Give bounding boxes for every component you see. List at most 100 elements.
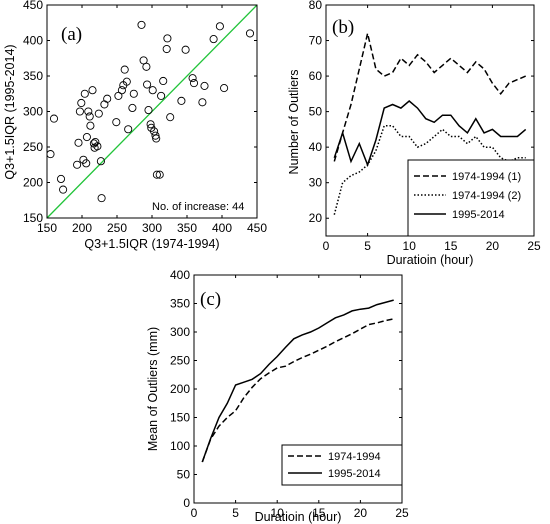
scatter-point bbox=[148, 86, 157, 95]
legend-c: 1974-1994 1995-2014 bbox=[281, 444, 403, 486]
x-tick-label-a: 250 bbox=[107, 221, 127, 235]
scatter-point bbox=[177, 96, 186, 105]
y-tick-label-c: 150 bbox=[170, 411, 190, 425]
scatter-point bbox=[181, 45, 190, 54]
scatter-point bbox=[59, 185, 68, 194]
panel-label-c: (c) bbox=[200, 289, 221, 310]
y-tick-label-b: 60 bbox=[309, 69, 323, 83]
y-tick-label-a: 150 bbox=[23, 211, 43, 225]
scatter-point bbox=[88, 86, 97, 95]
x-tick-label-c: 25 bbox=[395, 506, 409, 520]
series-lines-b bbox=[333, 33, 527, 215]
scatter-point bbox=[77, 98, 86, 108]
scatter-point bbox=[163, 34, 172, 43]
x-tick-label-b: 25 bbox=[527, 239, 541, 253]
scatter-point bbox=[143, 80, 152, 89]
y-tick-label-a: 200 bbox=[23, 176, 43, 190]
x-tick-label-b: 20 bbox=[486, 239, 500, 253]
y-tick-label-a: 450 bbox=[23, 0, 43, 12]
scatter-point bbox=[189, 79, 199, 88]
x-tick-label-b: 15 bbox=[444, 239, 458, 253]
scatter-point bbox=[124, 125, 133, 134]
y-tick-label-a: 400 bbox=[23, 34, 43, 48]
scatter-point bbox=[159, 76, 168, 86]
scatter-point bbox=[162, 44, 171, 54]
panel-label-b: (b) bbox=[332, 17, 354, 38]
scatter-point bbox=[97, 194, 106, 203]
y-axis-label-c: Mean of Outliers (mm) bbox=[146, 327, 160, 451]
scatter-point bbox=[84, 107, 93, 116]
legend-label-c: 1974-1994 bbox=[328, 451, 381, 463]
scatter-point bbox=[122, 77, 131, 86]
scatter-point bbox=[91, 137, 100, 147]
series-line-b bbox=[333, 33, 526, 162]
y-tick-label-a: 300 bbox=[23, 105, 43, 119]
scatter-point bbox=[152, 170, 161, 179]
axis-ticks-b: 0 5 10 15 20 25 20 30 40 50 60 70 80 bbox=[309, 0, 541, 253]
series-line-b bbox=[333, 100, 527, 168]
y-tick-label-c: 350 bbox=[170, 297, 190, 311]
scatter-point bbox=[86, 121, 95, 130]
x-tick-label-c: 10 bbox=[271, 506, 285, 520]
x-axis-label-c: Duratioin (hour) bbox=[255, 510, 342, 524]
scatter-point bbox=[152, 134, 161, 143]
legend-box-c bbox=[281, 444, 403, 486]
legend-label-b: 1974-1994 (2) bbox=[452, 190, 521, 202]
y-tick-label-b: 80 bbox=[309, 0, 323, 12]
annotation-no-of-increase: No. of increase: 44 bbox=[152, 201, 244, 213]
scatter-point bbox=[117, 86, 126, 95]
scatter-point bbox=[151, 131, 160, 140]
x-axis-label-a: Q3+1.5IQR (1974-1994) bbox=[84, 237, 219, 251]
scatter-point bbox=[46, 150, 55, 159]
scatter-point bbox=[215, 22, 224, 31]
y-tick-label-c: 300 bbox=[170, 325, 190, 339]
scatter-point bbox=[49, 114, 59, 123]
x-tick-label-c: 0 bbox=[191, 506, 198, 520]
axis-ticks-a: 150 200 250 300 350 400 450 150 200 250 300 350 400 4… bbox=[23, 0, 267, 235]
x-tick-label-c: 15 bbox=[312, 506, 326, 520]
series-line-b bbox=[333, 125, 526, 215]
y-tick-label-c: 200 bbox=[170, 382, 190, 396]
scatter-point bbox=[103, 94, 112, 103]
y-axis-label-a: Q3+1.5IQR (1995-2014) bbox=[3, 44, 17, 179]
scatter-point bbox=[198, 98, 207, 107]
scatter-point bbox=[245, 29, 255, 38]
x-tick-label-a: 150 bbox=[37, 221, 57, 235]
scatter-point bbox=[146, 120, 155, 129]
y-tick-label-c: 400 bbox=[170, 268, 190, 282]
scatter-point bbox=[128, 103, 137, 112]
scatter-point bbox=[155, 170, 164, 179]
scatter-point bbox=[142, 62, 151, 71]
x-tick-label-c: 5 bbox=[232, 506, 239, 520]
x-tick-label-a: 350 bbox=[177, 221, 197, 235]
scatter-point bbox=[157, 91, 166, 100]
x-tick-label-b: 0 bbox=[323, 239, 330, 253]
y-tick-label-b: 40 bbox=[309, 140, 323, 154]
scatter-point bbox=[150, 127, 159, 136]
scatter-point bbox=[144, 106, 153, 115]
legend-label-b: 1995-2014 bbox=[452, 209, 505, 221]
y-tick-label-b: 70 bbox=[309, 34, 323, 48]
scatter-point bbox=[74, 138, 83, 147]
y-tick-label-c: 100 bbox=[170, 439, 190, 453]
y-tick-label-c: 0 bbox=[183, 496, 190, 510]
scatter-point bbox=[82, 159, 91, 168]
x-tick-label-a: 450 bbox=[247, 221, 267, 235]
scatter-point bbox=[93, 142, 102, 151]
y-tick-label-a: 250 bbox=[23, 140, 43, 154]
x-tick-label-c: 20 bbox=[354, 506, 368, 520]
scatter-point bbox=[209, 35, 218, 44]
scatter-point bbox=[82, 133, 91, 142]
legend-label-c: 1995-2014 bbox=[328, 468, 381, 480]
scatter-points bbox=[46, 20, 255, 203]
panel-label-a: (a) bbox=[61, 24, 82, 45]
x-axis-label-b: Duratioin (hour) bbox=[387, 253, 474, 267]
y-tick-label-b: 50 bbox=[309, 105, 323, 119]
scatter-point bbox=[137, 20, 146, 29]
x-tick-label-b: 10 bbox=[403, 239, 417, 253]
y-tick-label-c: 250 bbox=[170, 354, 190, 368]
scatter-point bbox=[56, 174, 66, 183]
